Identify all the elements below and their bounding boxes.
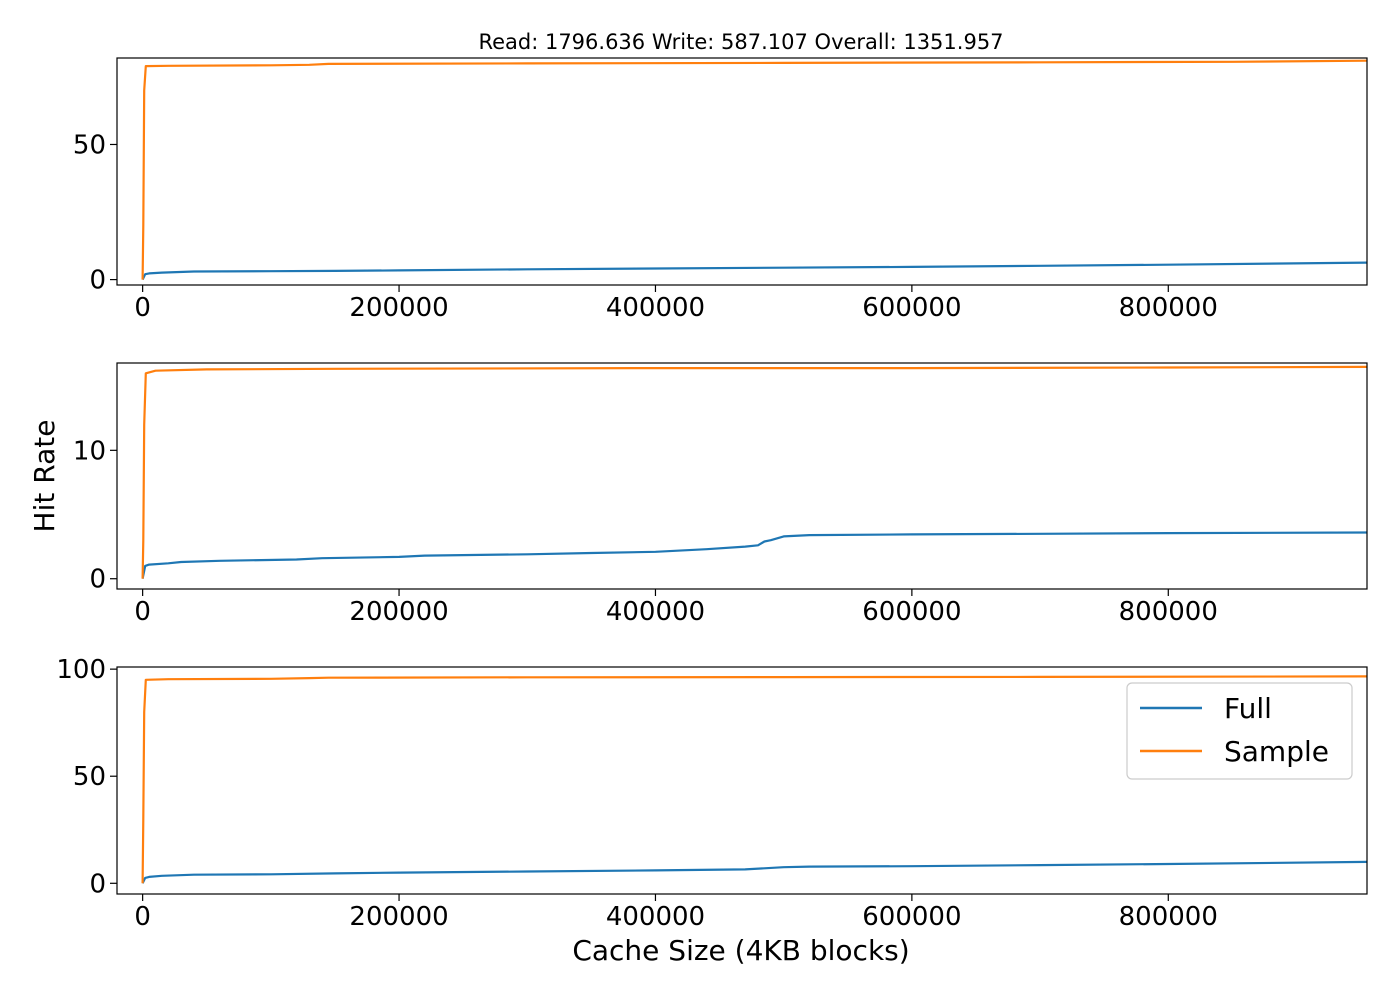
legend: Full Sample — [1126, 682, 1353, 780]
y-tick-label-top: 0 — [89, 266, 106, 296]
x-tick-label-middle: 200000 — [349, 597, 448, 627]
x-tick-label-top: 0 — [134, 293, 151, 323]
y-axis-label: Hit Rate — [28, 420, 61, 533]
series-line-sample-middle — [141, 365, 1367, 579]
x-tick-label-middle: 800000 — [1119, 597, 1218, 627]
y-tick-label-middle: 0 — [89, 565, 106, 595]
x-tick-label-top: 400000 — [606, 293, 705, 323]
subplot-top: 0 200000 400000 600000 800000 0 50 — [73, 57, 1368, 323]
x-tick-label-bottom: 600000 — [862, 902, 961, 932]
y-tick-label-bottom: 50 — [73, 762, 106, 792]
chart-title: Read: 1796.636 Write: 587.107 Overall: 1… — [478, 30, 1003, 54]
x-tick-label-top: 800000 — [1119, 293, 1218, 323]
axes-frame-bottom — [116, 666, 1368, 895]
y-tick-label-middle: 10 — [73, 436, 106, 466]
x-tick-label-top: 600000 — [862, 293, 961, 323]
subplot-bottom: 0 200000 400000 600000 800000 0 50 100 — [56, 655, 1368, 932]
x-axis-label: Cache Size (4KB blocks) — [572, 934, 909, 967]
x-tick-label-bottom: 0 — [134, 902, 151, 932]
legend-label-sample: Sample — [1224, 735, 1329, 768]
x-tick-label-top: 200000 — [349, 293, 448, 323]
series-line-full-bottom — [141, 860, 1367, 884]
series-line-full-middle — [141, 531, 1367, 579]
y-tick-label-bottom: 100 — [56, 655, 106, 685]
x-tick-label-middle: 600000 — [862, 597, 961, 627]
x-tick-label-bottom: 200000 — [349, 902, 448, 932]
subplot-middle: 0 200000 400000 600000 800000 0 10 — [73, 362, 1368, 627]
series-line-sample-bottom — [141, 675, 1367, 884]
legend-label-full: Full — [1224, 692, 1272, 725]
x-tick-label-middle: 0 — [134, 597, 151, 627]
y-tick-label-bottom: 0 — [89, 869, 106, 899]
series-line-full-top — [141, 261, 1367, 281]
axes-frame-middle — [116, 362, 1368, 590]
x-tick-label-bottom: 400000 — [606, 902, 705, 932]
y-tick-label-top: 50 — [73, 130, 106, 160]
x-tick-label-bottom: 800000 — [1119, 902, 1218, 932]
series-line-sample-top — [141, 59, 1367, 280]
axes-frame-top — [116, 57, 1368, 286]
x-tick-label-middle: 400000 — [606, 597, 705, 627]
